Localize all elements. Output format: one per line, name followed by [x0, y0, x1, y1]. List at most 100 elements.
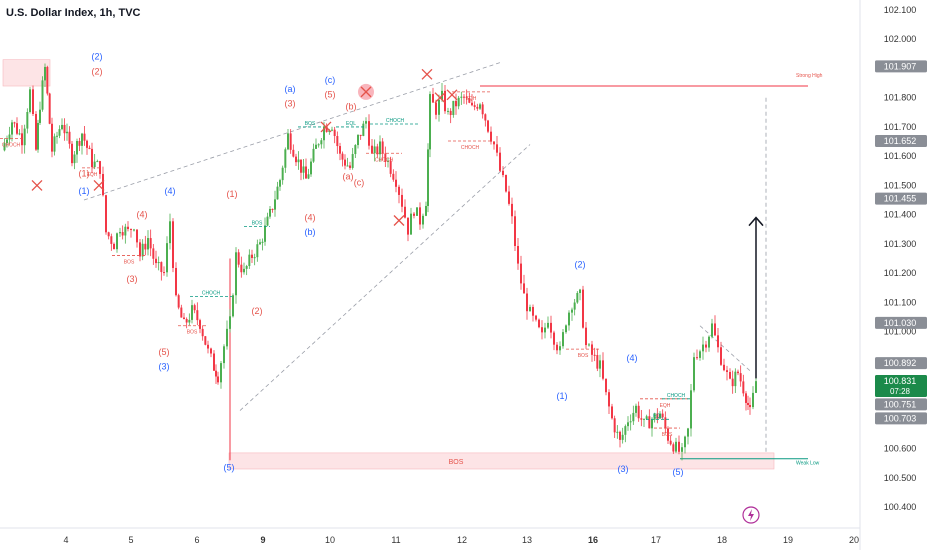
candle-up: [229, 316, 231, 329]
candle-down: [359, 134, 362, 136]
line-label: Weak Low: [796, 461, 820, 467]
candle-down: [596, 355, 599, 369]
x-tick-label: 18: [717, 535, 727, 545]
candle-up: [274, 199, 276, 210]
candle-down: [295, 156, 297, 163]
countdown-text: 07:28: [890, 387, 911, 396]
wave-label: (3): [285, 98, 296, 108]
wave-label: (1): [557, 391, 568, 401]
candle-down: [271, 208, 274, 210]
structure-label: CHOCH: [2, 143, 21, 149]
price-label-text: 100.703: [884, 413, 917, 423]
cross-stroke: [434, 92, 446, 104]
candle-down: [520, 263, 522, 284]
y-tick-label: 101.400: [884, 210, 917, 220]
candle-up: [3, 143, 6, 151]
candle-down: [180, 307, 183, 318]
candle-down: [105, 195, 107, 233]
candle-up: [429, 94, 431, 150]
candle-down: [172, 221, 174, 268]
y-tick-label: 102.100: [884, 5, 917, 15]
candle-down: [127, 226, 129, 230]
candle-down: [210, 348, 212, 354]
structure-label: CHOCH: [202, 291, 221, 297]
candle-down: [508, 191, 510, 204]
x-tick-label: 5: [128, 535, 133, 545]
candle-down: [737, 371, 739, 374]
candle-up: [373, 146, 376, 154]
candle-down: [404, 206, 406, 218]
candle-up: [331, 129, 333, 131]
candle-down: [292, 149, 295, 157]
candle-down: [471, 102, 473, 106]
candle-down: [381, 141, 384, 154]
candle-down: [731, 378, 734, 387]
candle-down: [541, 327, 543, 333]
candle-down: [121, 232, 124, 236]
candle-down: [21, 133, 23, 146]
candle-down: [384, 153, 387, 162]
candle-down: [613, 418, 616, 433]
candle-down: [325, 126, 328, 132]
candle-down: [717, 335, 719, 348]
candle-up: [11, 122, 13, 135]
candle-up: [220, 363, 222, 383]
y-tick-label: 101.500: [884, 180, 917, 190]
candle-up: [616, 431, 619, 433]
structure-label: BOS: [578, 353, 589, 359]
candle-up: [269, 208, 271, 217]
candle-down: [376, 146, 379, 155]
cross-stroke: [93, 179, 105, 191]
line-label: Strong High: [796, 73, 823, 79]
candle-down: [678, 441, 680, 452]
candle-down: [720, 347, 722, 365]
price-label-text: 101.652: [884, 136, 917, 146]
candle-down: [432, 94, 434, 103]
cross-stroke: [421, 68, 433, 80]
candle-up: [259, 242, 261, 245]
candle-up: [29, 89, 31, 112]
candle-down: [349, 165, 351, 168]
structure-label: BOS: [305, 121, 316, 127]
y-tick-label: 101.200: [884, 268, 917, 278]
wave-label: (5): [673, 467, 684, 477]
candle-down: [368, 121, 370, 146]
candle-up: [755, 381, 757, 393]
candle-up: [460, 96, 463, 98]
candle-up: [653, 413, 656, 420]
dashed-trendline: [83, 62, 501, 201]
candle-down: [113, 243, 115, 250]
zone-label: BOS: [449, 459, 464, 466]
candle-up: [191, 305, 193, 320]
cross-stroke: [360, 86, 372, 98]
dashed-trendline: [239, 144, 531, 411]
y-tick-label: 100.400: [884, 502, 917, 512]
candle-up: [147, 238, 149, 250]
candle-up: [232, 295, 234, 317]
candle-down: [611, 406, 613, 419]
wave-label: (2): [92, 66, 103, 76]
candle-down: [213, 353, 215, 371]
candle-up: [544, 327, 546, 333]
flash-icon[interactable]: [741, 505, 761, 525]
candle-up: [624, 426, 627, 435]
candle-up: [248, 254, 251, 267]
candle-up: [188, 319, 191, 323]
candle-down: [163, 272, 165, 274]
wave-label: (5): [224, 462, 235, 472]
candle-up: [579, 289, 581, 293]
y-tick-label: 102.000: [884, 34, 917, 44]
candle-up: [253, 257, 256, 259]
candle-up: [23, 128, 26, 146]
candle-down: [289, 133, 292, 150]
candle-down: [398, 186, 400, 195]
candle-up: [559, 346, 561, 351]
candle-up: [379, 141, 381, 155]
wave-label: (3): [618, 464, 629, 474]
candle-up: [261, 241, 264, 243]
candle-down: [602, 360, 604, 379]
structure-label: EQH: [87, 172, 98, 178]
x-tick-label: 10: [325, 535, 335, 545]
price-label-box: [875, 357, 927, 370]
